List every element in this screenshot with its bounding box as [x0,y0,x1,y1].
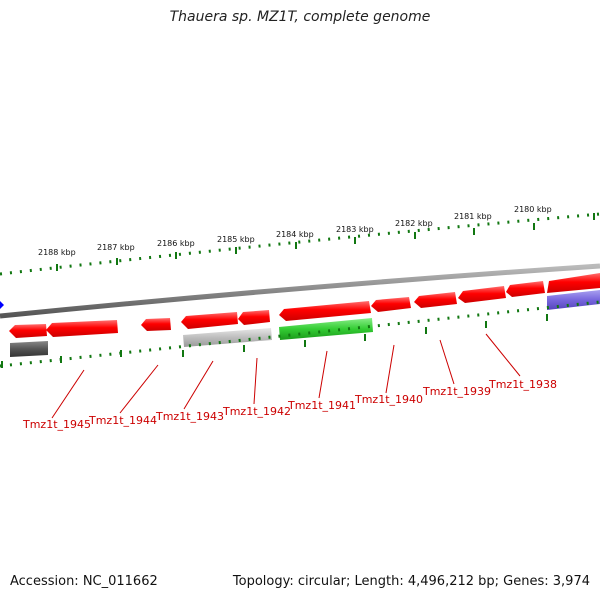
scale-label: 2180 kbp [514,205,552,214]
gene-arrow[interactable] [279,301,371,321]
gene-arrow[interactable] [506,281,545,297]
gene-arrow[interactable] [181,312,238,329]
gene-label[interactable]: Tmz1t_1938 [488,378,557,391]
inner-scale [0,300,600,368]
gene-arrow[interactable] [238,310,270,325]
gene-label[interactable]: Tmz1t_1945 [22,418,91,431]
inner-scale-ticks [1,314,548,368]
feature-block[interactable] [10,341,48,357]
gene-arrow[interactable] [371,297,411,312]
feature-block[interactable] [183,328,272,347]
gene-arrow[interactable] [547,273,600,293]
scale-label: 2184 kbp [276,230,314,239]
scale-label: 2181 kbp [454,212,492,221]
scale-label: 2183 kbp [336,225,374,234]
outer-scale-ticks [56,213,595,271]
gene-label[interactable]: Tmz1t_1939 [422,385,491,398]
gene-arrow[interactable] [46,320,118,337]
gene-label[interactable]: Tmz1t_1940 [354,393,423,406]
map-title: Thauera sp. MZ1T, complete genome [169,9,431,25]
forward-strand [9,273,600,338]
outer-scale: 2188 kbp 2187 kbp 2186 kbp 2185 kbp 2184… [0,205,600,276]
gene-arrow[interactable] [141,318,171,331]
gene-label[interactable]: Tmz1t_1944 [88,414,157,427]
gene-label[interactable]: Tmz1t_1943 [155,410,224,423]
gene-label[interactable]: Tmz1t_1941 [287,399,356,412]
feature-block[interactable] [547,290,600,310]
scale-label: 2186 kbp [157,239,195,248]
scale-label: 2188 kbp [38,248,76,257]
label-leaders [51,333,521,419]
reverse-strand [10,290,600,357]
scale-label: 2185 kbp [217,235,255,244]
outer-scale-dots [0,212,600,276]
genome-summary-text: Topology: circular; Length: 4,496,212 bp… [232,574,590,589]
accession-text: Accession: NC_011662 [10,574,158,589]
feature-block[interactable] [279,318,373,340]
gene-arrow[interactable] [9,324,47,338]
gene-label[interactable]: Tmz1t_1942 [222,405,291,418]
scale-label: 2187 kbp [97,243,135,252]
start-marker-icon [0,301,4,309]
inner-scale-dots [0,300,600,368]
genome-backbone [0,263,600,319]
scale-label: 2182 kbp [395,219,433,228]
gene-arrow[interactable] [414,292,457,308]
gene-arrow[interactable] [458,286,506,303]
